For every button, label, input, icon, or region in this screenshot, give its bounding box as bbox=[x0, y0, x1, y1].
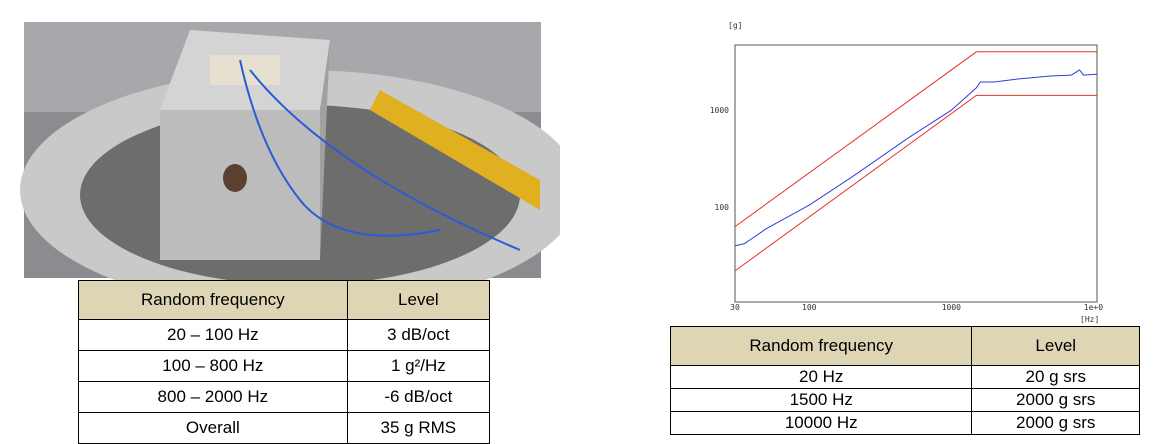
table-cell: Random frequency bbox=[669, 326, 973, 366]
table-row: Random frequency Level bbox=[78, 280, 491, 320]
x-tick-label: 30 bbox=[730, 303, 740, 312]
series-line bbox=[734, 69, 1098, 247]
table-cell: 20 g srs bbox=[971, 365, 1140, 389]
x-tick-label: 1e+0 bbox=[1084, 303, 1103, 312]
y-tick-label: 1000 bbox=[710, 106, 729, 115]
y-axis-label: [g] bbox=[728, 21, 742, 30]
table-row: 20 Hz 20 g srs bbox=[669, 365, 1140, 389]
table-cell: 20 – 100 Hz bbox=[78, 319, 348, 351]
table-cell: Level bbox=[971, 326, 1140, 366]
table-cell: 800 – 2000 Hz bbox=[78, 381, 348, 413]
x-tick-label: 100 bbox=[802, 303, 817, 312]
table-cell: 10000 Hz bbox=[669, 411, 973, 435]
table-cell: 2000 g srs bbox=[971, 411, 1140, 435]
table-row: Random frequency Level bbox=[669, 326, 1140, 366]
table-header: Random frequency Level bbox=[78, 280, 491, 320]
left-table: Random frequency Level 20 – 100 Hz 3 dB/oct… bbox=[78, 280, 491, 444]
table-header: Random frequency Level bbox=[669, 326, 1140, 366]
right-table: Random frequency Level 20 Hz 20 g srs 1500 H… bbox=[669, 326, 1140, 435]
y-tick-label: 100 bbox=[715, 203, 730, 212]
table-cell: 20 Hz bbox=[669, 365, 973, 389]
x-tick-label: 1000 bbox=[942, 303, 961, 312]
series-line bbox=[734, 51, 1097, 228]
table-row: 800 – 2000 Hz -6 dB/oct bbox=[78, 381, 491, 413]
table-row: Overall 35 g RMS bbox=[78, 412, 491, 444]
plot-frame bbox=[734, 44, 1098, 303]
table-cell: 1500 Hz bbox=[669, 388, 973, 412]
table-cell: Level bbox=[346, 280, 491, 320]
table-row: 20 – 100 Hz 3 dB/oct bbox=[78, 319, 491, 351]
x-axis-label: [Hz] bbox=[1080, 315, 1099, 324]
table-cell: Random frequency bbox=[78, 280, 348, 320]
table-cell: -6 dB/oct bbox=[346, 381, 491, 413]
series-line bbox=[734, 94, 1097, 272]
table-body: 20 Hz 20 g srs 1500 Hz 2000 g srs 10000 Hz 20… bbox=[669, 365, 1140, 435]
photo bbox=[20, 22, 560, 280]
table-row: 100 – 800 Hz 1 g²/Hz bbox=[78, 350, 491, 382]
table-cell: 2000 g srs bbox=[971, 388, 1140, 412]
table-body: 20 – 100 Hz 3 dB/oct 100 – 800 Hz 1 g²/Hz 80… bbox=[78, 319, 491, 444]
table-cell: 100 – 800 Hz bbox=[78, 350, 348, 382]
table-row: 1500 Hz 2000 g srs bbox=[669, 388, 1140, 412]
table-row: 10000 Hz 2000 g srs bbox=[669, 411, 1140, 435]
